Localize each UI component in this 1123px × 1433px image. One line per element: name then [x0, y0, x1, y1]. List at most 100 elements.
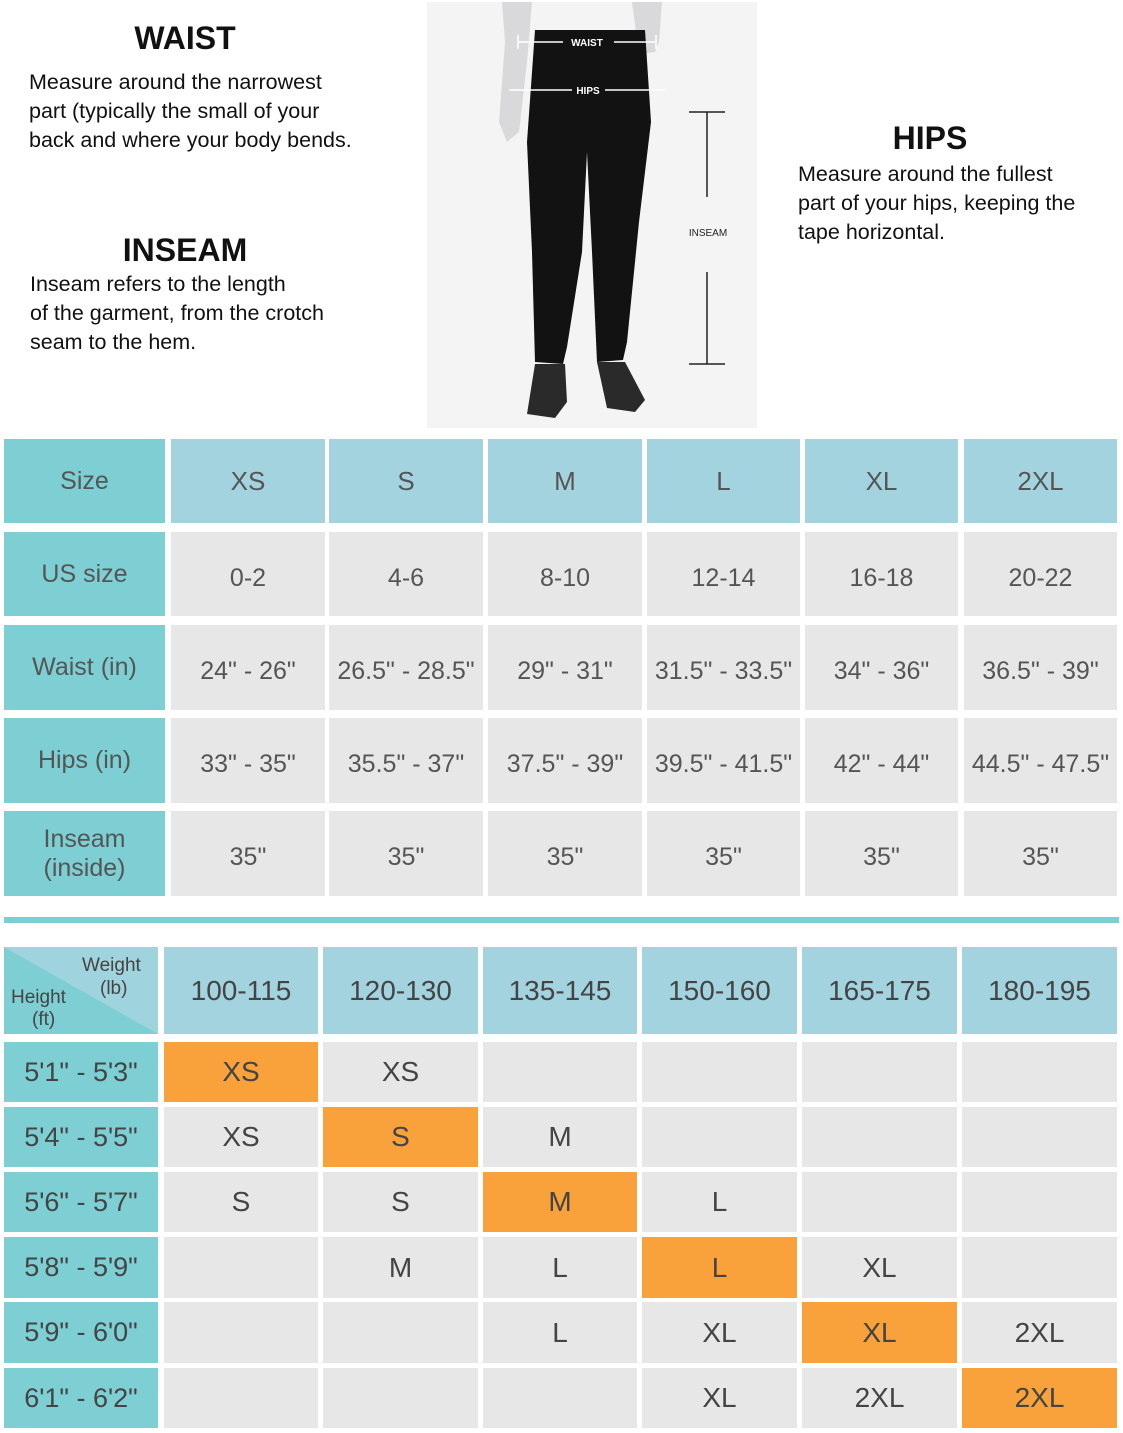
weight-header: 180-195: [962, 947, 1117, 1034]
size-cell: S: [164, 1172, 318, 1232]
size-cell: XL: [802, 1237, 957, 1298]
table-cell: 4-6: [329, 532, 483, 616]
table-cell: 34" - 36": [805, 625, 958, 710]
table-cell: 42" - 44": [805, 718, 958, 803]
recommended-size-cell: 2XL: [962, 1368, 1117, 1428]
size-cell: M: [483, 1107, 637, 1167]
waist-description: Measure around the narrowest part (typic…: [29, 68, 352, 155]
height-row-label: 5'1" - 5'3": [4, 1042, 158, 1102]
waist-title: WAIST: [134, 20, 236, 56]
size-cell: L: [483, 1237, 637, 1298]
size-cell: 2XL: [802, 1368, 957, 1428]
size-cell: [642, 1042, 797, 1102]
hips-title: HIPS: [892, 120, 968, 156]
pants-model-photo: WAIST HIPS INSEAM: [427, 2, 757, 428]
size-cell: XL: [642, 1368, 797, 1428]
photo-label-hips: HIPS: [576, 86, 600, 97]
size-cell: [323, 1302, 478, 1363]
table-cell: 20-22: [964, 532, 1117, 616]
size-cell: XL: [642, 1302, 797, 1363]
table-cell: 35": [171, 811, 325, 896]
row-label: Waist (in): [4, 625, 165, 710]
table-cell: 33" - 35": [171, 718, 325, 803]
size-cell: [962, 1107, 1117, 1167]
weight-unit: (lb): [100, 978, 128, 999]
size-cell: 2XL: [962, 1302, 1117, 1363]
height-label: Height: [11, 987, 66, 1008]
size-cell: [962, 1042, 1117, 1102]
divider: [4, 917, 1119, 923]
weight-header: 165-175: [802, 947, 957, 1034]
table-cell: 0-2: [171, 532, 325, 616]
pants: [527, 30, 651, 364]
recommended-size-cell: L: [642, 1237, 797, 1298]
size-header: 2XL: [964, 439, 1117, 523]
inseam-title: INSEAM: [122, 232, 248, 268]
table-cell: 44.5" - 47.5": [964, 718, 1117, 803]
table-cell: 36.5" - 39": [964, 625, 1117, 710]
size-cell: M: [323, 1237, 478, 1298]
height-unit: (ft): [32, 1009, 56, 1030]
shirt-sleeve: [499, 2, 532, 142]
size-cell: [164, 1302, 318, 1363]
size-cell: [483, 1042, 637, 1102]
size-cell: XS: [323, 1042, 478, 1102]
height-row-label: 5'9" - 6'0": [4, 1302, 158, 1363]
size-header: S: [329, 439, 483, 523]
row-label: Inseam (inside): [4, 811, 165, 896]
weight-header: 120-130: [323, 947, 478, 1034]
size-cell: [164, 1237, 318, 1298]
shoe: [527, 364, 567, 418]
shoe: [597, 362, 645, 412]
recommended-size-cell: XL: [802, 1302, 957, 1363]
size-header: L: [647, 439, 800, 523]
size-header: M: [488, 439, 642, 523]
size-cell: [962, 1172, 1117, 1232]
size-cell: [642, 1107, 797, 1167]
text-line: part of your hips, keeping the: [798, 191, 1076, 215]
photo-label-waist: WAIST: [571, 38, 603, 49]
table-cell: 16-18: [805, 532, 958, 616]
table-cell: 35": [488, 811, 642, 896]
size-header: XL: [805, 439, 958, 523]
recommended-size-cell: S: [323, 1107, 478, 1167]
text-line: Measure around the fullest: [798, 162, 1053, 186]
table-corner-header: Weight (lb) Height (ft): [4, 947, 158, 1034]
table-cell: 35": [805, 811, 958, 896]
size-cell: [323, 1368, 478, 1428]
size-cell: S: [323, 1172, 478, 1232]
table-cell: 39.5" - 41.5": [647, 718, 800, 803]
text-line: Measure around the narrowest: [29, 70, 322, 94]
size-cell: [962, 1237, 1117, 1298]
size-cell: [483, 1368, 637, 1428]
row-label: US size: [4, 532, 165, 616]
table-cell: 12-14: [647, 532, 800, 616]
table-cell: 26.5" - 28.5": [329, 625, 483, 710]
size-cell: L: [642, 1172, 797, 1232]
recommended-size-cell: XS: [164, 1042, 318, 1102]
size-cell: [802, 1042, 957, 1102]
size-cell: [802, 1172, 957, 1232]
table-cell: 31.5" - 33.5": [647, 625, 800, 710]
size-cell: [164, 1368, 318, 1428]
row-label: Hips (in): [4, 718, 165, 803]
table-cell: 37.5" - 39": [488, 718, 642, 803]
size-cell: [802, 1107, 957, 1167]
table-cell: 35": [647, 811, 800, 896]
inseam-description: Inseam refers to the length of the garme…: [30, 270, 324, 357]
text-line: of the garment, from the crotch: [30, 301, 324, 325]
weight-header: 150-160: [642, 947, 797, 1034]
recommended-size-cell: M: [483, 1172, 637, 1232]
height-row-label: 6'1" - 6'2": [4, 1368, 158, 1428]
weight-label: Weight: [82, 955, 141, 976]
table-cell: 24" - 26": [171, 625, 325, 710]
table-cell: 35": [964, 811, 1117, 896]
table-cell: 35.5" - 37": [329, 718, 483, 803]
table-cell: 29" - 31": [488, 625, 642, 710]
height-row-label: 5'8" - 5'9": [4, 1237, 158, 1298]
text-line: seam to the hem.: [30, 330, 197, 354]
weight-header: 100-115: [164, 947, 318, 1034]
text-line: back and where your body bends.: [29, 128, 352, 152]
text-line: Inseam refers to the length: [30, 272, 286, 296]
